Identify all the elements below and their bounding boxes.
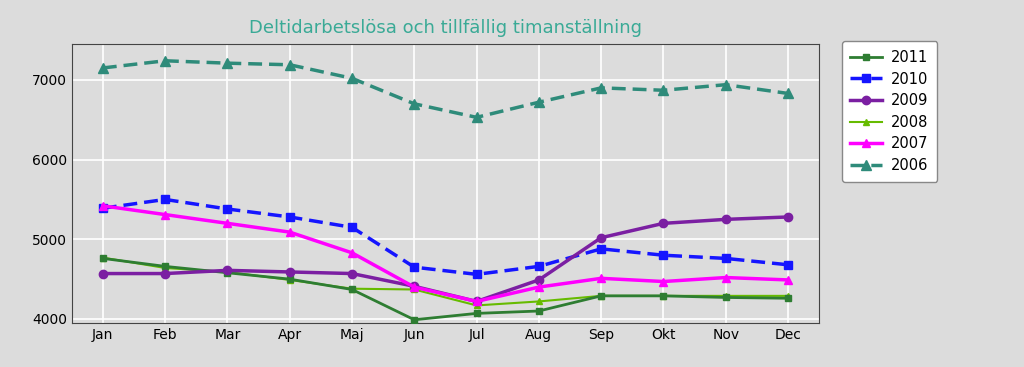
2010 — [221, 207, 233, 211]
2010 — [159, 197, 171, 201]
2010 — [595, 247, 607, 251]
2007 — [470, 299, 482, 304]
2010 — [346, 225, 358, 229]
2011 — [470, 311, 482, 316]
2007 — [96, 204, 109, 208]
2006 — [470, 115, 482, 120]
Line: 2011: 2011 — [99, 255, 792, 323]
2009 — [221, 268, 233, 273]
2011 — [96, 256, 109, 261]
2011 — [409, 317, 421, 322]
2011 — [284, 277, 296, 281]
2006 — [284, 62, 296, 67]
2009 — [470, 299, 482, 304]
2010 — [657, 253, 670, 257]
2010 — [470, 272, 482, 277]
2007 — [782, 278, 795, 282]
2008 — [470, 303, 482, 308]
2008 — [346, 287, 358, 291]
2008 — [409, 287, 421, 292]
2011 — [346, 287, 358, 292]
2006 — [96, 66, 109, 70]
2010 — [532, 264, 545, 269]
2009 — [96, 271, 109, 276]
2006 — [532, 100, 545, 105]
2007 — [409, 285, 421, 289]
2009 — [657, 221, 670, 226]
2009 — [595, 236, 607, 240]
2011 — [595, 294, 607, 298]
2006 — [720, 83, 732, 87]
2007 — [657, 279, 670, 284]
2008 — [532, 299, 545, 304]
2008 — [284, 278, 296, 282]
2011 — [720, 295, 732, 300]
Title: Deltidarbetslösa och tillfällig timanställning: Deltidarbetslösa och tillfällig timanstä… — [249, 19, 642, 37]
2008 — [221, 270, 233, 274]
2007 — [346, 251, 358, 255]
2007 — [284, 230, 296, 234]
2006 — [595, 86, 607, 90]
2010 — [720, 256, 732, 261]
2009 — [284, 270, 296, 274]
2007 — [720, 275, 732, 280]
2009 — [720, 217, 732, 222]
2009 — [532, 278, 545, 282]
2009 — [409, 284, 421, 288]
2007 — [221, 221, 233, 226]
2011 — [159, 264, 171, 269]
2011 — [221, 270, 233, 275]
2007 — [532, 285, 545, 289]
2010 — [96, 206, 109, 210]
2006 — [159, 59, 171, 63]
2010 — [782, 262, 795, 267]
2006 — [346, 76, 358, 80]
2009 — [782, 215, 795, 219]
2008 — [720, 294, 732, 298]
2006 — [409, 102, 421, 106]
2008 — [782, 294, 795, 298]
Line: 2008: 2008 — [99, 254, 792, 309]
Legend: 2011, 2010, 2009, 2008, 2007, 2006: 2011, 2010, 2009, 2008, 2007, 2006 — [842, 41, 937, 182]
2006 — [657, 88, 670, 92]
2008 — [159, 266, 171, 270]
2011 — [782, 296, 795, 301]
2011 — [532, 309, 545, 313]
2009 — [346, 271, 358, 276]
Line: 2010: 2010 — [98, 195, 793, 279]
2010 — [284, 215, 296, 219]
2010 — [409, 265, 421, 269]
2008 — [96, 255, 109, 260]
2006 — [221, 61, 233, 65]
2011 — [657, 294, 670, 298]
2008 — [657, 294, 670, 298]
Line: 2007: 2007 — [98, 201, 793, 306]
Line: 2006: 2006 — [98, 56, 793, 122]
2009 — [159, 271, 171, 276]
2007 — [159, 212, 171, 217]
2006 — [782, 91, 795, 96]
2008 — [595, 294, 607, 298]
2007 — [595, 276, 607, 280]
Line: 2009: 2009 — [98, 213, 793, 306]
